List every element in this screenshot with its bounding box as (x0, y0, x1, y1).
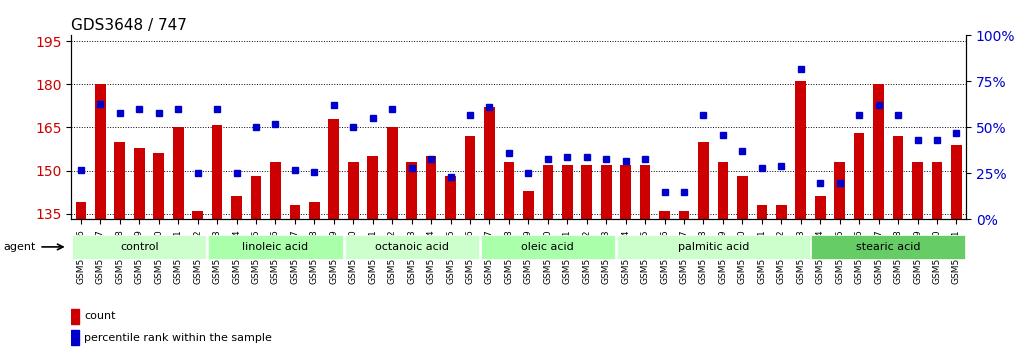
Bar (601, 165, 611, 354)
Bar (523, 191, 534, 354)
Bar (582, 165, 592, 354)
Bar (328, 119, 340, 354)
Bar (173, 127, 183, 354)
Text: GDS3648 / 747: GDS3648 / 747 (71, 18, 187, 33)
Bar (776, 205, 787, 354)
Bar (874, 84, 884, 354)
Text: percentile rank within the sample: percentile rank within the sample (84, 332, 272, 343)
Bar (348, 162, 359, 354)
Bar (465, 136, 475, 354)
Bar (231, 196, 242, 354)
Bar (367, 156, 378, 354)
Text: agent: agent (4, 242, 36, 252)
Bar (640, 165, 651, 354)
FancyBboxPatch shape (617, 235, 810, 259)
Bar (95, 84, 106, 354)
Bar (503, 162, 515, 354)
Text: linoleic acid: linoleic acid (242, 242, 308, 252)
Bar (71, 330, 79, 345)
FancyBboxPatch shape (345, 235, 479, 259)
Bar (834, 162, 845, 354)
Bar (737, 176, 747, 354)
Bar (932, 162, 943, 354)
Bar (795, 81, 806, 354)
Bar (562, 165, 573, 354)
Bar (698, 142, 709, 354)
Text: count: count (84, 311, 115, 321)
Bar (912, 162, 922, 354)
Bar (620, 165, 631, 354)
Bar (542, 165, 553, 354)
Bar (115, 142, 125, 354)
Bar (854, 133, 864, 354)
Bar (386, 127, 398, 354)
Bar (134, 148, 144, 354)
Bar (484, 107, 495, 354)
Bar (290, 205, 300, 354)
Bar (445, 176, 456, 354)
Text: palmitic acid: palmitic acid (677, 242, 749, 252)
Bar (718, 162, 728, 354)
Bar (309, 202, 319, 354)
Bar (951, 145, 962, 354)
Bar (659, 211, 670, 354)
Text: control: control (120, 242, 159, 252)
FancyBboxPatch shape (481, 235, 615, 259)
FancyBboxPatch shape (812, 235, 965, 259)
Bar (815, 196, 826, 354)
Bar (757, 205, 767, 354)
Bar (893, 136, 903, 354)
FancyBboxPatch shape (72, 235, 206, 259)
Text: stearic acid: stearic acid (856, 242, 920, 252)
Bar (407, 162, 417, 354)
Bar (271, 162, 281, 354)
Text: octanoic acid: octanoic acid (374, 242, 448, 252)
Bar (426, 156, 436, 354)
Bar (71, 309, 79, 324)
Text: oleic acid: oleic acid (522, 242, 575, 252)
FancyBboxPatch shape (208, 235, 343, 259)
Bar (154, 153, 164, 354)
Bar (75, 202, 86, 354)
Bar (212, 125, 223, 354)
Bar (678, 211, 690, 354)
Bar (250, 176, 261, 354)
Bar (192, 211, 203, 354)
